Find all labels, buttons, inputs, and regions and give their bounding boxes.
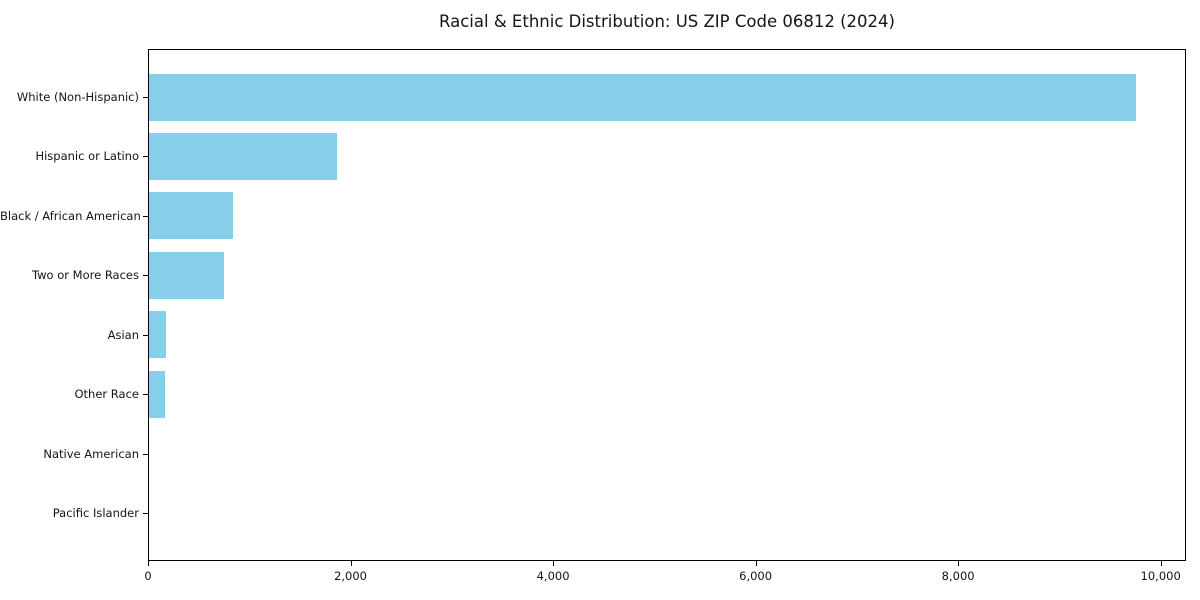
y-tick-mark xyxy=(143,453,148,455)
y-tick-label: White (Non-Hispanic) xyxy=(16,90,139,104)
x-tick-mark xyxy=(350,561,352,566)
bar xyxy=(149,251,225,299)
x-tick-label: 10,000 xyxy=(1140,569,1181,583)
y-tick-mark xyxy=(143,275,148,277)
y-tick-mark xyxy=(143,215,148,217)
y-tick-label: Other Race xyxy=(74,387,140,402)
y-tick-label: Two or More Races xyxy=(32,268,139,283)
y-tick-mark xyxy=(143,513,148,514)
x-tick-mark xyxy=(553,561,555,566)
y-tick-label: Black / African American xyxy=(0,208,141,223)
bar xyxy=(149,311,166,359)
bar xyxy=(149,192,234,240)
y-tick-label: Pacific Islander xyxy=(52,506,139,520)
plot-area xyxy=(148,49,1186,561)
y-tick-label: Hispanic or Latino xyxy=(35,149,139,164)
x-tick-mark xyxy=(148,561,149,566)
x-tick-mark xyxy=(755,561,757,566)
x-tick-label: 8,000 xyxy=(941,569,975,583)
bar xyxy=(149,370,166,418)
bar xyxy=(149,132,338,180)
x-tick-label: 6,000 xyxy=(739,569,773,583)
x-tick-label: 2,000 xyxy=(334,569,367,583)
y-tick-mark xyxy=(143,394,148,396)
x-tick-mark xyxy=(1160,561,1162,566)
x-tick-label: 0 xyxy=(144,569,152,583)
y-tick-label: Asian xyxy=(107,327,139,342)
x-tick-mark xyxy=(958,561,960,566)
y-tick-label: Native American xyxy=(43,446,139,461)
y-tick-mark xyxy=(143,156,148,158)
y-tick-mark xyxy=(143,334,148,336)
chart-title: Racial & Ethnic Distribution: US ZIP Cod… xyxy=(439,12,895,31)
x-tick-label: 4,000 xyxy=(536,569,570,583)
y-tick-mark xyxy=(143,97,148,98)
bar xyxy=(149,73,1137,121)
